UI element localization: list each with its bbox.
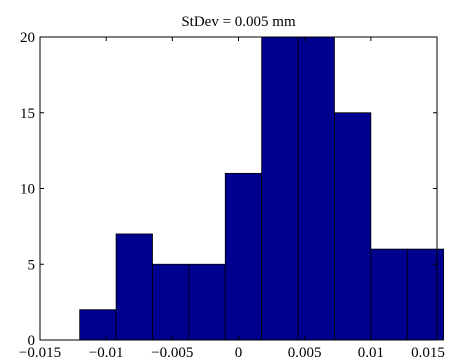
histogram-bar-4 <box>224 172 263 341</box>
x-axis-ticks: −0.015 −0.01 −0.005 0 0.005 0.01 0.015 <box>19 37 445 361</box>
histogram-bar-5 <box>261 36 299 341</box>
chart-title: StDev = 0.005 mm <box>181 14 296 30</box>
histogram-bar-0 <box>79 309 117 341</box>
y-tick-label: 5 <box>28 257 36 273</box>
y-tick-label: 0 <box>28 333 36 349</box>
histogram-bar-3 <box>188 263 226 341</box>
x-tick-label: 0.01 <box>358 345 384 361</box>
x-tick-label: 0 <box>235 345 243 361</box>
histogram-bar-7 <box>334 112 372 341</box>
x-tick-label: 0.015 <box>411 345 445 361</box>
x-tick-label: −0.015 <box>19 345 61 361</box>
histogram-bar-8 <box>370 248 408 341</box>
histogram-bar-1 <box>115 233 153 341</box>
y-tick-label: 10 <box>20 182 35 198</box>
x-tick-label: 0.005 <box>288 345 322 361</box>
bars-group <box>79 36 445 341</box>
x-tick-label: −0.01 <box>89 345 124 361</box>
histogram-bar-2 <box>152 263 190 341</box>
y-tick-label: 15 <box>20 106 35 122</box>
y-axis-ticks: 0 5 10 15 20 <box>20 30 437 349</box>
histogram-bar-6 <box>297 36 335 341</box>
histogram-bar-9 <box>406 248 445 341</box>
x-tick-label: −0.005 <box>151 345 193 361</box>
y-tick-label: 20 <box>20 30 35 46</box>
